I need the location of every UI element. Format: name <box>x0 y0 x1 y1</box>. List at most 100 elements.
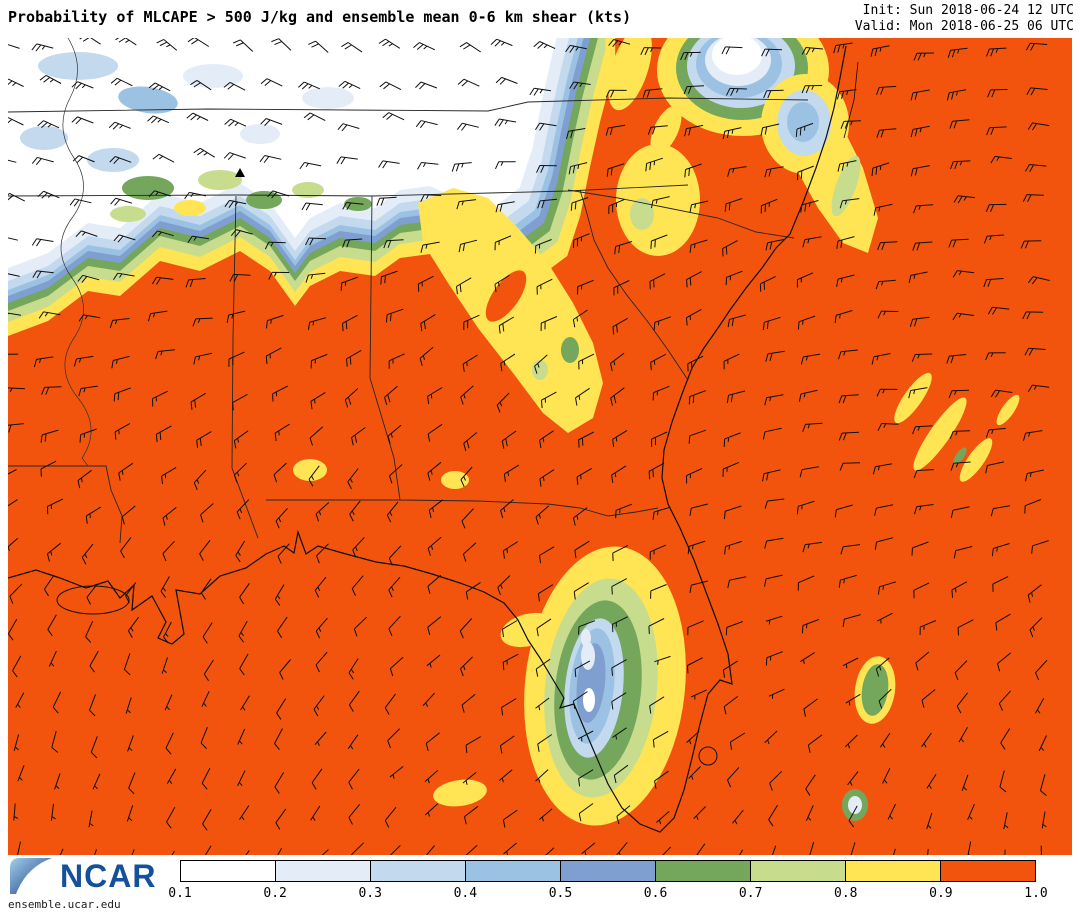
wind-barb <box>427 574 442 587</box>
wind-barb <box>1000 742 1006 750</box>
probability-blob <box>913 397 967 471</box>
wind-barb <box>312 816 316 821</box>
wind-barb <box>232 402 234 411</box>
wind-barb <box>36 356 54 360</box>
wind-barb <box>147 115 154 122</box>
wind-barb <box>991 548 994 557</box>
wind-barb <box>958 726 968 743</box>
wind-barb <box>949 431 954 439</box>
wind-barb <box>656 391 658 396</box>
wind-barb <box>498 119 504 127</box>
wind-barb <box>1036 709 1041 714</box>
wind-barb <box>1004 824 1009 829</box>
wind-barb <box>1031 277 1038 285</box>
wind-barb <box>389 668 394 677</box>
wind-barb <box>725 627 728 636</box>
wind-barb <box>997 652 1012 665</box>
wind-barb <box>685 163 702 171</box>
wind-barb <box>760 127 764 136</box>
wind-barb <box>723 660 739 671</box>
wind-barb <box>17 765 25 782</box>
wind-barb <box>797 272 814 281</box>
wind-barb <box>653 279 655 288</box>
wind-barb <box>456 286 458 295</box>
wind-barb <box>721 46 726 55</box>
wind-barb <box>195 352 213 358</box>
wind-barb <box>422 692 435 706</box>
wind-barb <box>652 392 655 401</box>
wind-barb <box>535 505 550 518</box>
wind-barb <box>203 673 209 682</box>
wind-barb <box>652 196 670 201</box>
wind-barb <box>653 160 656 166</box>
wind-barb <box>839 314 841 319</box>
wind-barb <box>872 162 890 169</box>
wind-barb <box>190 114 197 121</box>
wind-barb <box>236 229 253 235</box>
wind-barb <box>876 355 879 361</box>
wind-barb <box>311 43 319 48</box>
wind-barb <box>347 468 359 483</box>
wind-barb <box>800 389 818 395</box>
wind-barb <box>580 285 583 290</box>
wind-barb <box>811 85 814 90</box>
wind-barb <box>640 47 645 56</box>
wind-barb <box>347 396 352 405</box>
wind-barb <box>31 157 38 164</box>
wind-barb <box>344 80 361 90</box>
wind-barb <box>1027 384 1033 393</box>
wind-barb <box>349 514 354 522</box>
wind-barb <box>160 576 170 592</box>
wind-barb <box>315 664 320 673</box>
wind-barb <box>271 38 279 43</box>
wind-barb <box>574 660 591 670</box>
wind-barb <box>989 126 1007 129</box>
probability-blob <box>712 38 762 75</box>
wind-barb <box>462 354 478 365</box>
wind-barb <box>76 355 94 360</box>
wind-barb <box>460 239 478 245</box>
wind-barb <box>344 388 359 401</box>
wind-barb <box>80 385 98 389</box>
wind-barb <box>269 354 271 359</box>
wind-barb <box>579 82 583 88</box>
wind-barb <box>609 127 613 136</box>
wind-barb <box>763 90 768 99</box>
wind-barb <box>427 812 430 817</box>
wind-barb <box>987 279 992 287</box>
wind-barb <box>76 156 84 164</box>
wind-barb <box>760 205 763 214</box>
wind-barb <box>690 689 707 698</box>
wind-barb <box>584 850 587 855</box>
probability-blob <box>20 126 68 150</box>
wind-barb <box>503 361 506 366</box>
wind-barb <box>50 803 54 821</box>
wind-barb <box>992 576 1009 585</box>
wind-barb <box>121 38 137 46</box>
wind-barb <box>730 394 734 403</box>
wind-barb <box>203 152 208 156</box>
wind-barb <box>432 507 435 512</box>
wind-barb <box>499 745 503 754</box>
wind-barb <box>535 697 550 709</box>
wind-barb <box>833 45 837 54</box>
wind-barb <box>126 709 131 714</box>
wind-barb <box>311 475 315 481</box>
wind-barb <box>41 192 48 199</box>
wind-barb <box>152 390 168 400</box>
wind-barb <box>125 595 130 604</box>
wind-barb <box>278 38 292 51</box>
wind-barb <box>349 690 360 706</box>
wind-barb <box>1025 164 1030 172</box>
wind-barb <box>501 777 504 783</box>
wind-barb <box>913 53 918 61</box>
wind-barb <box>459 42 467 48</box>
wind-barb <box>456 122 463 130</box>
probability-blob <box>500 612 556 648</box>
wind-barb <box>119 273 123 278</box>
wind-barb <box>380 276 382 285</box>
wind-barb <box>649 551 651 560</box>
wind-barb <box>611 475 614 483</box>
wind-barb <box>275 508 288 522</box>
wind-barb <box>275 520 280 529</box>
